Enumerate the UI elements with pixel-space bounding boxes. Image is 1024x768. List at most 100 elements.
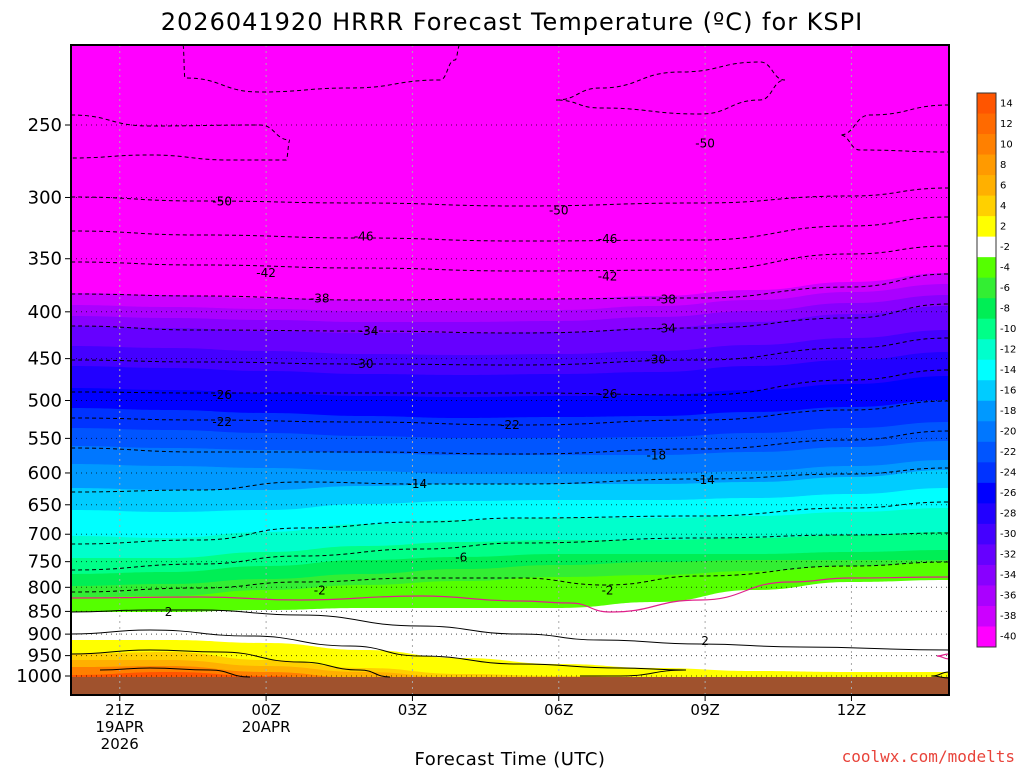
y-axis: 2503003504004505005506006507007508008509…: [16, 115, 71, 687]
contour-label: -50: [212, 194, 232, 208]
contour-label: -42: [256, 266, 276, 280]
colorbar-tick-label: 10: [1000, 139, 1013, 150]
contour-minus2: [71, 561, 949, 593]
x-tick-label: 09Z: [690, 701, 719, 719]
x-tick-label: 20APR: [242, 718, 291, 736]
colorbar-swatch: [977, 605, 996, 627]
colorbar-swatch: [977, 277, 996, 299]
contour-label: -14: [408, 477, 428, 491]
colorbar-tick-label: 2: [1000, 221, 1006, 232]
colorbar-swatch: [977, 482, 996, 504]
contour-minus34: [71, 303, 949, 334]
colorbar-swatch: [977, 462, 996, 484]
contour-zero: [71, 576, 949, 613]
contour-minus14: [71, 467, 949, 493]
y-tick-label: 850: [28, 601, 62, 622]
contour-label: -18: [647, 448, 667, 462]
y-tick-label: 600: [28, 463, 62, 484]
contour-label: -34: [359, 324, 379, 338]
colorbar-tick-label: 6: [1000, 180, 1006, 191]
colorbar-swatch: [977, 339, 996, 361]
colorbar-swatch: [977, 503, 996, 525]
x-tick-label: 12Z: [837, 701, 866, 719]
colorbar-tick-label: 8: [1000, 160, 1006, 171]
colorbar-tick-label: -20: [1000, 427, 1016, 438]
colorbar-swatch: [977, 236, 996, 258]
x-tick-label: 19APR: [95, 718, 144, 736]
contour-plus2-right: [931, 671, 949, 679]
colorbar-tick-label: -8: [1000, 303, 1010, 314]
y-tick-label: 1000: [16, 666, 62, 687]
colorbar-tick-label: -18: [1000, 406, 1016, 417]
colorbar-tick-label: -6: [1000, 283, 1010, 294]
x-tick-label: 00Z: [251, 701, 280, 719]
colorbar-swatch: [977, 318, 996, 340]
y-tick-label: 250: [28, 115, 62, 136]
y-tick-label: 350: [28, 249, 62, 270]
y-tick-label: 550: [28, 428, 62, 449]
contour-label: -26: [598, 387, 618, 401]
y-tick-label: 650: [28, 495, 62, 516]
colorbar-frame: [976, 92, 997, 648]
contour-minus42: [71, 245, 949, 272]
contour-minus50: [71, 187, 949, 207]
y-tick-label: 800: [28, 577, 62, 598]
contour-label: -50: [695, 137, 715, 151]
colorbar-swatch: [977, 626, 996, 648]
contour-minus18: [71, 430, 949, 455]
contour-label: -50: [549, 203, 569, 217]
contour-label: -38: [310, 292, 330, 306]
colorbar-swatch: [977, 134, 996, 156]
y-tick-label: 400: [28, 302, 62, 323]
contour-label: -22: [500, 418, 520, 432]
contour-label: -14: [695, 473, 715, 487]
y-tick-label: 900: [28, 624, 62, 645]
contour-minus50-right: [839, 104, 949, 153]
contour-minus50-top-left: [182, 45, 461, 93]
colorbar-tick-label: -4: [1000, 262, 1010, 273]
colorbar-tick-label: -2: [1000, 242, 1010, 253]
contour-label: -34: [656, 321, 676, 335]
contour-label: -22: [212, 415, 232, 429]
colorbar-swatch: [977, 195, 996, 217]
colorbar-tick-label: -36: [1000, 591, 1016, 602]
colorbar-tick-label: -14: [1000, 365, 1016, 376]
colorbar-tick-label: -38: [1000, 611, 1016, 622]
colorbar-swatch: [977, 113, 996, 135]
colorbar-swatch: [977, 523, 996, 545]
contour-label: 2: [701, 634, 709, 648]
colorbar-swatch: [977, 298, 996, 320]
colorbar-tick-label: -22: [1000, 447, 1016, 458]
contour-label: -26: [212, 388, 232, 402]
contour-label: -2: [602, 583, 614, 597]
colorbar-swatch: [977, 585, 996, 607]
x-axis-label: Forecast Time (UTC): [415, 749, 606, 768]
colorbar-tick-label: -26: [1000, 488, 1016, 499]
contour-zero-right-pocket: [936, 653, 949, 660]
colorbar-swatch: [977, 441, 996, 463]
colorbar-tick-label: -34: [1000, 570, 1016, 581]
colorbar-tick-label: 14: [1000, 98, 1013, 109]
y-tick-label: 450: [28, 349, 62, 370]
contour-minus50-right-pocket: [555, 61, 786, 115]
contour-minus38: [71, 273, 949, 301]
contour-label: -38: [656, 293, 676, 307]
contour-label: -42: [598, 270, 618, 284]
credit-link[interactable]: coolwx.com/modelts: [842, 747, 1015, 766]
colorbar-swatch: [977, 544, 996, 566]
colorbar-swatch: [977, 400, 996, 422]
x-tick-label: 06Z: [544, 701, 573, 719]
contour-minus26: [71, 369, 949, 396]
colorbar-swatch: [977, 564, 996, 586]
y-tick-label: 750: [28, 552, 62, 573]
y-tick-label: 300: [28, 187, 62, 208]
ground-surface: [71, 677, 949, 695]
contour-minus50-upper: [71, 114, 291, 161]
contour-label: -30: [354, 357, 374, 371]
colorbar-swatch: [977, 154, 996, 176]
colorbar-tick-label: -28: [1000, 509, 1016, 520]
contour-label: -30: [647, 353, 667, 367]
colorbar-swatch: [977, 93, 996, 115]
contour-minus22: [71, 400, 949, 426]
